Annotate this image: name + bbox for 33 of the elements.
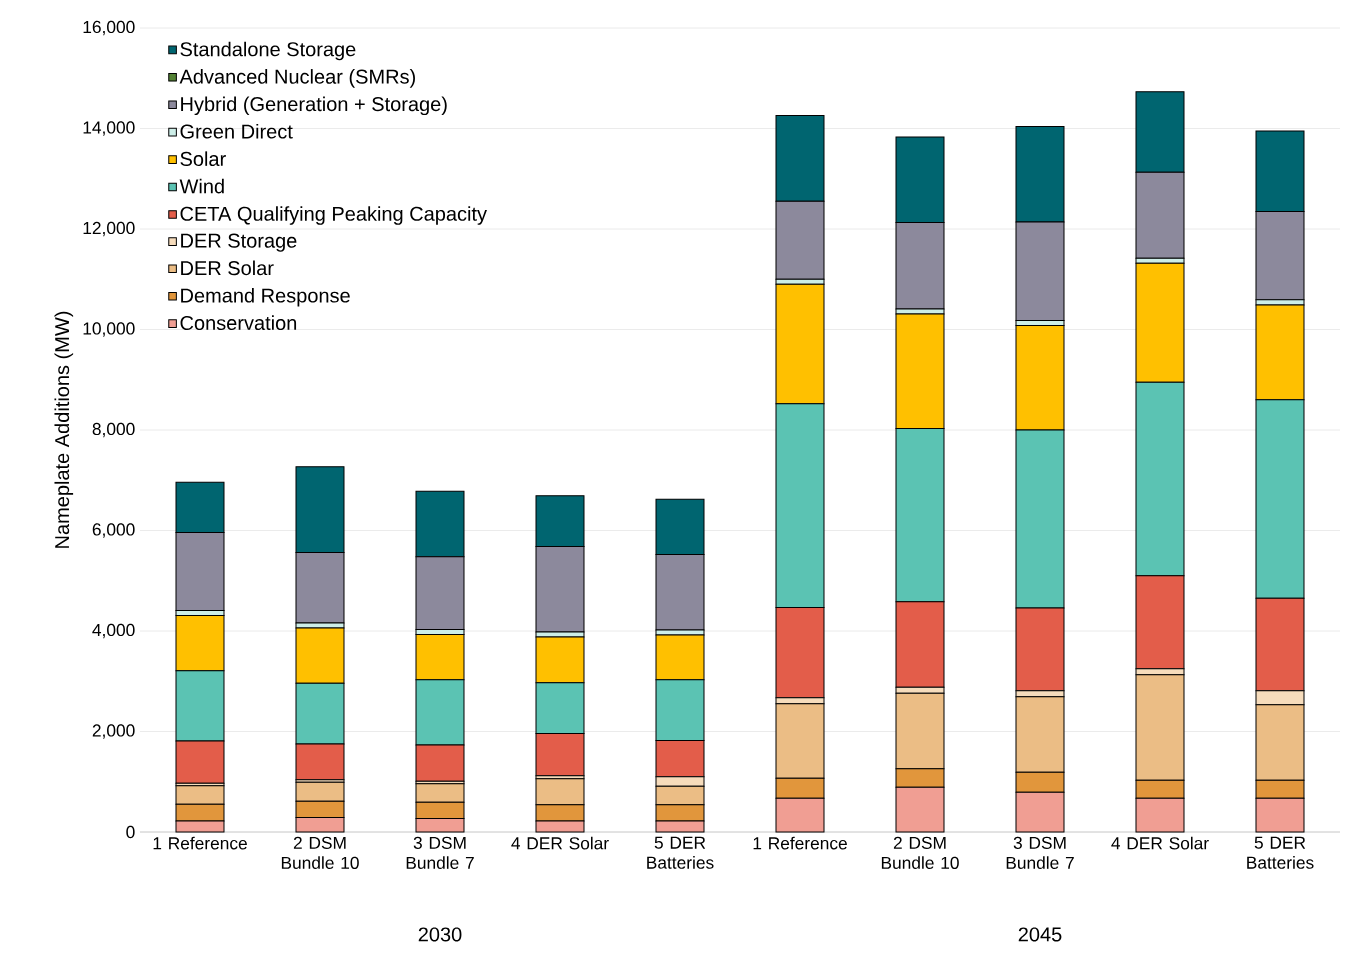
- y-tick-label: 8,000: [92, 422, 135, 438]
- text: 2030: [418, 927, 462, 942]
- text: 2045: [1018, 927, 1062, 942]
- legend-label: DER Solar: [181, 260, 274, 276]
- y-tick-label: 4,000: [92, 623, 135, 639]
- y-tick-label: 2,000: [92, 724, 135, 739]
- y-tick-label: 12,000: [83, 221, 135, 237]
- x-tick-label: 5 DER Batteries: [1247, 836, 1314, 869]
- x-tick-label: 2 DSM Bundle 10: [881, 836, 959, 869]
- legend-label: Green Direct: [180, 123, 293, 139]
- x-tick-label: 4 DER Solar: [511, 836, 609, 850]
- legend-label: CETA Qualifying Peaking Capacity: [180, 206, 487, 225]
- x-tick-label: 1 Reference: [153, 836, 247, 850]
- legend-label: Solar: [180, 151, 226, 167]
- legend-label: Hybrid (Generation + Storage): [181, 96, 447, 116]
- x-tick-label: 4 DER Solar: [1111, 836, 1209, 850]
- y-axis-title: Nameplate Additions (MW): [54, 311, 74, 548]
- legend-label: Conservation: [180, 315, 297, 331]
- x-tick-label: 1 Reference: [753, 836, 847, 850]
- x-tick-label: 2 DSM Bundle 10: [281, 836, 359, 869]
- legend-label: Advanced Nuclear (SMRs): [179, 69, 415, 88]
- x-tick-label: 5 DER Batteries: [647, 836, 714, 869]
- legend-label: Demand Response: [181, 287, 350, 307]
- y-tick-label: 10,000: [83, 322, 135, 337]
- legend-label: DER Storage: [181, 233, 297, 252]
- legend-label: Wind: [179, 178, 224, 194]
- y-tick-label: 6,000: [92, 523, 135, 538]
- x-tick-label: 3 DSM Bundle 7: [406, 836, 474, 869]
- y-tick-label: 14,000: [83, 121, 135, 136]
- legend-label: Standalone Storage: [180, 41, 356, 61]
- x-tick-label: 3 DSM Bundle 7: [1006, 836, 1074, 869]
- y-tick-label: 16,000: [83, 20, 135, 36]
- y-tick-label: 0: [126, 825, 135, 839]
